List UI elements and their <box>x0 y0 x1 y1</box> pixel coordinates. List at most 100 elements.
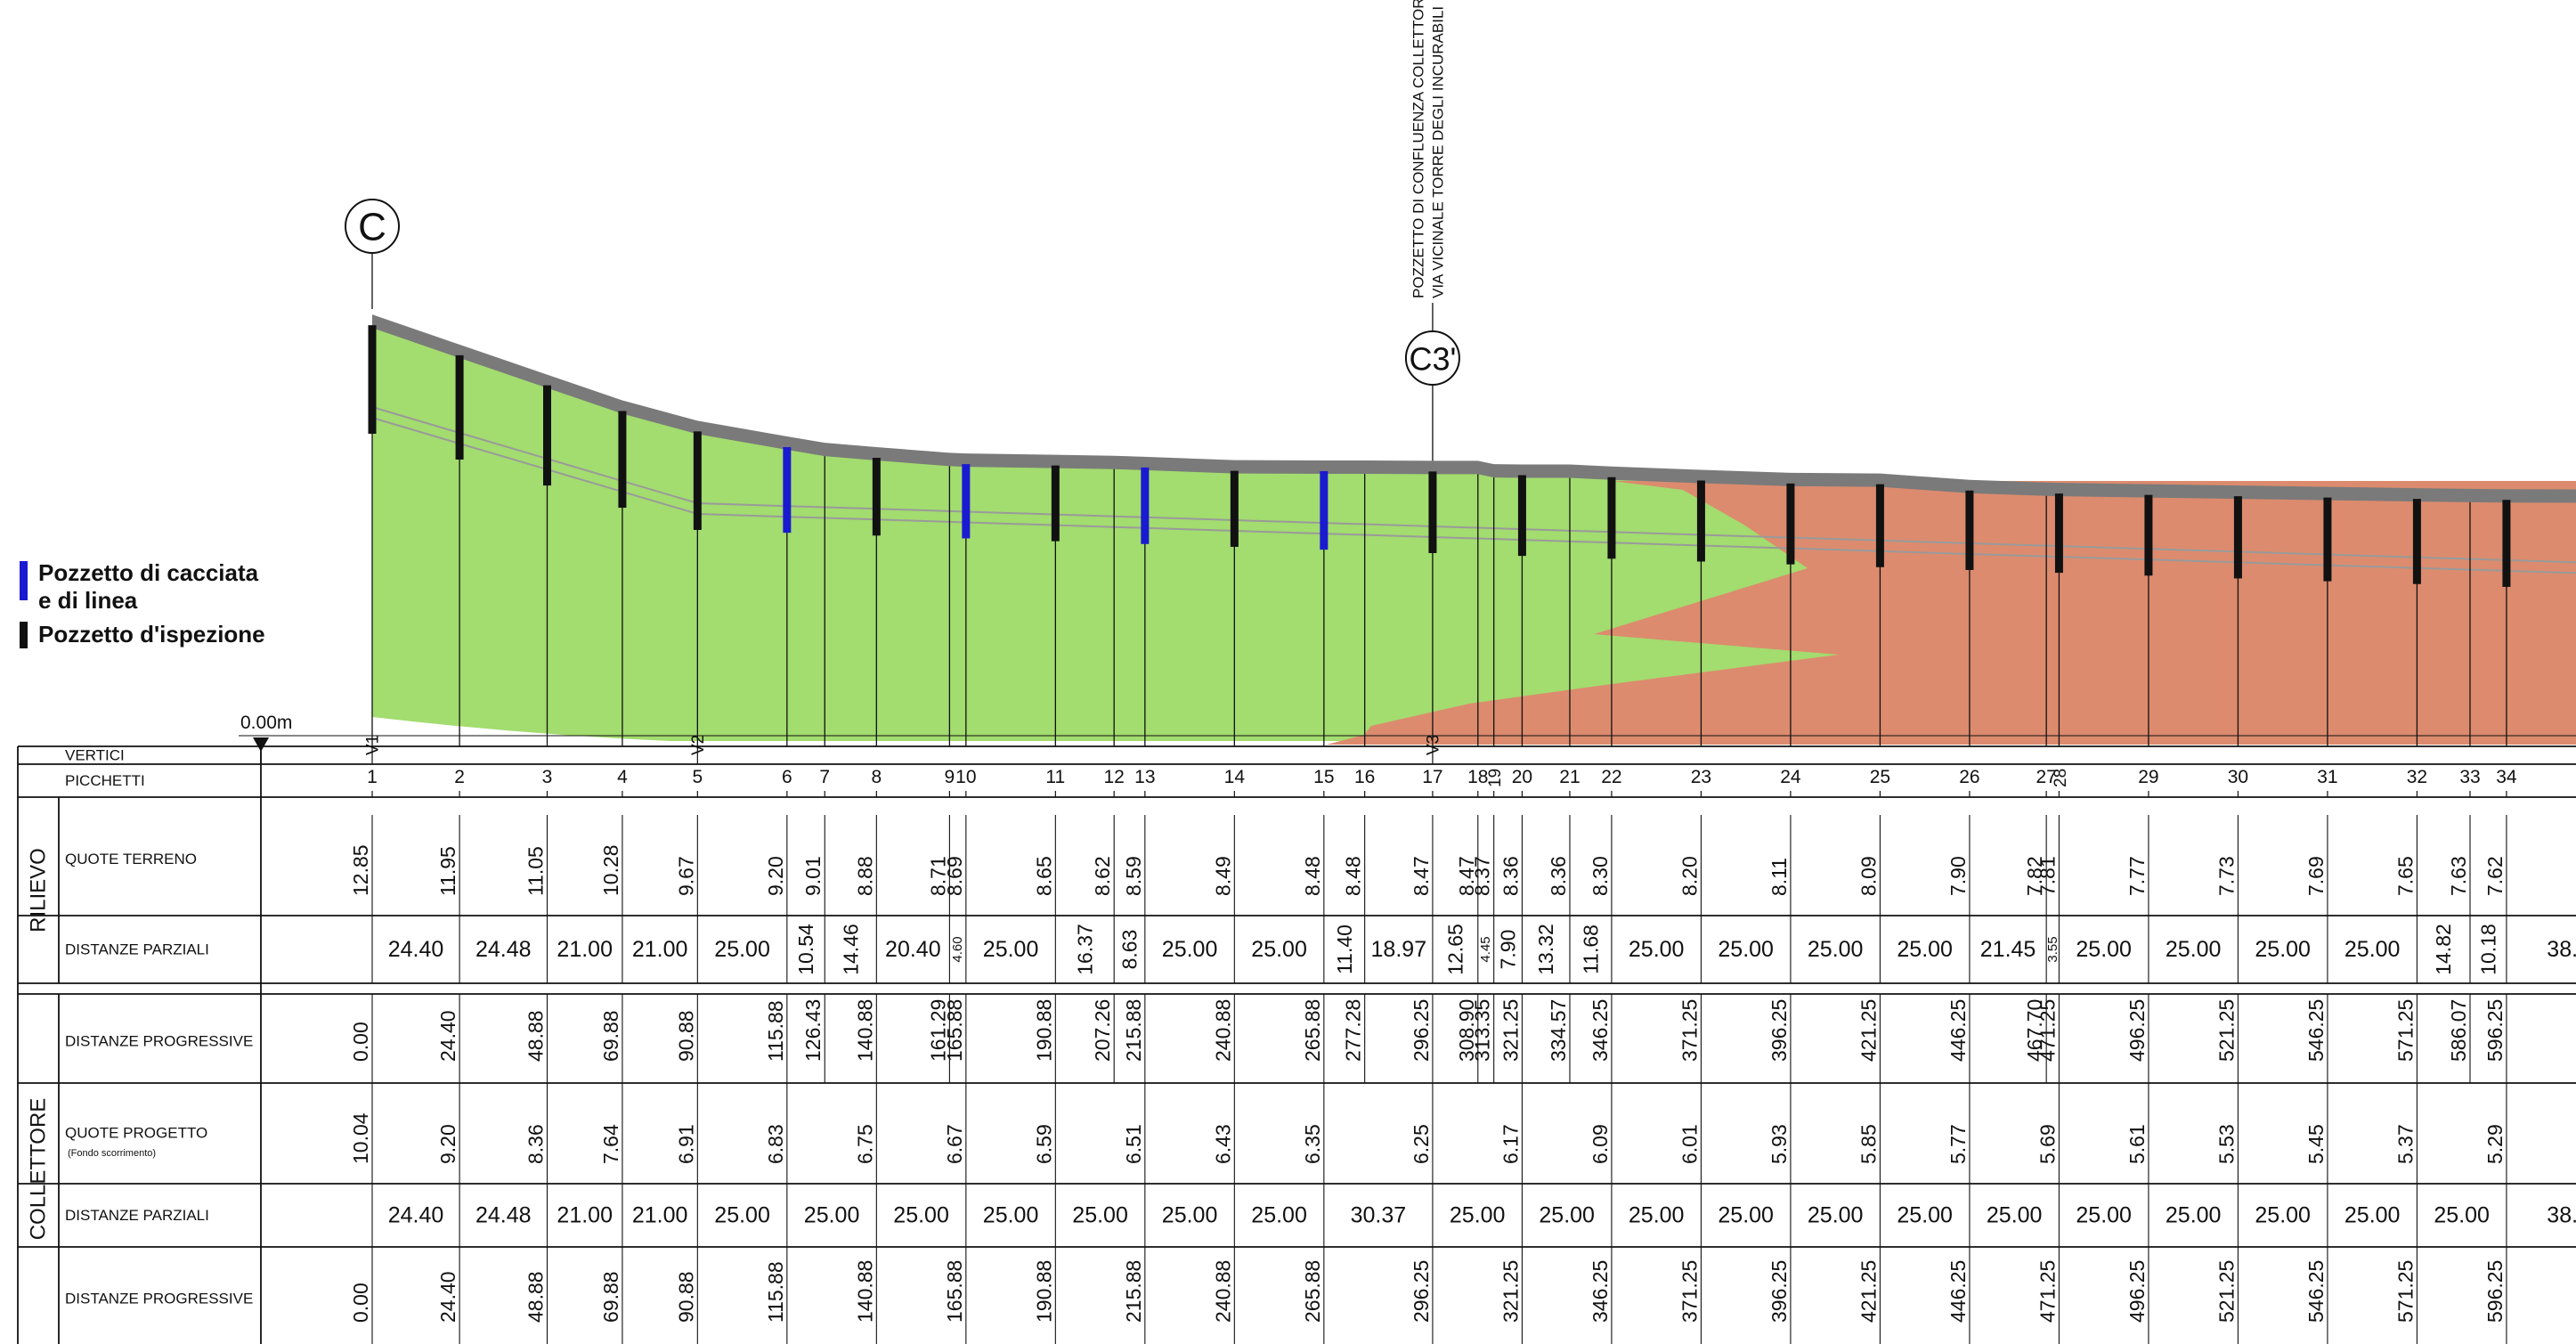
rilievo-progressive-value: 471.25 <box>2036 999 2059 1062</box>
rilievo-progressive-value: 207.26 <box>1091 999 1114 1062</box>
quota-progetto-value: 9.20 <box>436 1124 459 1164</box>
collettore-partial-value: 25.00 <box>1897 1203 1953 1228</box>
picchetto-label: 22 <box>1601 767 1621 787</box>
picchetto-label: 23 <box>1691 767 1711 787</box>
quota-terreno-value: 7.73 <box>2214 856 2238 896</box>
rilievo-partial-value: 11.40 <box>1333 925 1356 974</box>
quota-terreno-value: 8.47 <box>1455 856 1478 896</box>
quota-progetto-value: 6.91 <box>674 1124 697 1164</box>
collettore-progressive-value: 321.25 <box>1499 1260 1522 1323</box>
quota-progetto-value: 5.37 <box>2393 1124 2417 1164</box>
rilievo-partial-value: 3.55 <box>2045 936 2060 962</box>
quota-terreno-value: 8.47 <box>1410 856 1433 896</box>
picchetto-label: 28 <box>2052 769 2070 787</box>
collettore-progressive-value: 471.25 <box>2036 1260 2059 1323</box>
section-label-rilievo: RILIEVO <box>27 848 51 933</box>
picchetto-label: 2 <box>454 767 465 787</box>
picchetto-label: 20 <box>1512 767 1532 787</box>
rilievo-progressive-value: 321.25 <box>1499 999 1522 1062</box>
rilievo-partial-value: 25.00 <box>1162 937 1218 962</box>
quota-progetto-value: 6.51 <box>1122 1124 1145 1164</box>
picchetto-label: 11 <box>1045 767 1065 787</box>
collettore-partial-value: 25.00 <box>1072 1203 1128 1228</box>
quota-progetto-value: 5.29 <box>2483 1124 2507 1164</box>
quota-progetto-value: 6.09 <box>1589 1124 1612 1164</box>
datum-label: 0.00m <box>240 713 292 733</box>
rilievo-partial-value: 10.18 <box>2476 924 2499 975</box>
row-label-collettore-progressive: DISTANZE PROGRESSIVE <box>65 1291 253 1307</box>
manhole-ispezione <box>2502 500 2511 587</box>
picchetto-label: 5 <box>692 767 703 787</box>
picchetto-label: 30 <box>2228 767 2248 787</box>
collettore-partial-value: 25.00 <box>1987 1203 2043 1228</box>
rilievo-partial-value: 25.00 <box>1808 937 1864 962</box>
quota-progetto-value: 10.04 <box>349 1112 372 1164</box>
picchetto-label: 31 <box>2317 767 2337 787</box>
quota-progetto-value: 8.36 <box>524 1124 547 1164</box>
manhole-ispezione <box>1517 475 1526 557</box>
quota-terreno-value: 8.49 <box>1211 856 1234 896</box>
rilievo-progressive-value: 165.88 <box>943 999 966 1062</box>
collettore-progressive-value: 396.25 <box>1767 1260 1791 1323</box>
quota-progetto-value: 5.77 <box>1946 1124 1970 1164</box>
legend-label-ispezione: Pozzetto d'ispezione <box>38 621 265 648</box>
quota-progetto-value: 6.01 <box>1678 1124 1701 1164</box>
picchetto-label: 9 <box>945 767 955 787</box>
manhole-ispezione <box>1230 470 1239 547</box>
quota-terreno-value: 7.63 <box>2447 856 2470 896</box>
manhole-ispezione <box>2144 494 2153 576</box>
rilievo-partial-value: 25.00 <box>2166 937 2222 962</box>
quota-terreno-value: 9.67 <box>674 856 697 896</box>
rilievo-progressive-value: 308.90 <box>1455 999 1478 1062</box>
rilievo-partial-value: 24.40 <box>388 937 444 962</box>
manhole-cacciata <box>962 464 971 539</box>
quota-progetto-value: 5.61 <box>2125 1124 2149 1164</box>
collettore-progressive-value: 0.00 <box>349 1283 372 1323</box>
legend-swatch-ispezione <box>20 622 28 648</box>
picchetto-label: 12 <box>1104 767 1125 787</box>
marker-circle <box>345 199 400 254</box>
quota-progetto-value: 5.53 <box>2214 1124 2238 1164</box>
quota-terreno-value: 8.30 <box>1589 856 1612 896</box>
row-label-quote-progetto: QUOTE PROGETTO <box>65 1125 207 1142</box>
manhole-ispezione <box>693 431 702 531</box>
rilievo-partial-value: 25.00 <box>1718 937 1774 962</box>
quota-progetto-value: 5.85 <box>1857 1124 1880 1164</box>
quota-progetto-value: 5.93 <box>1767 1124 1791 1164</box>
collettore-partial-value: 25.00 <box>893 1203 949 1228</box>
collettore-partial-value: 25.00 <box>983 1203 1039 1228</box>
collettore-progressive-value: 265.88 <box>1301 1260 1324 1323</box>
quota-progetto-value: 6.83 <box>764 1124 787 1164</box>
collettore-progressive-value: 296.25 <box>1410 1260 1433 1323</box>
quota-progetto-value: 6.35 <box>1301 1124 1324 1164</box>
datum: 0.00m <box>239 713 2576 764</box>
collettore-progressive-value: 48.88 <box>524 1271 547 1323</box>
rilievo-progressive-value: 571.25 <box>2393 999 2417 1062</box>
rilievo-progressive-value: 521.25 <box>2214 999 2238 1062</box>
rilievo-progressive-value: 0.00 <box>349 1022 372 1062</box>
quota-terreno-value: 9.01 <box>801 856 825 896</box>
rilievo-partial-value: 11.68 <box>1579 925 1602 974</box>
marker-label: C3' <box>1409 341 1456 378</box>
legend-label-ispezione-line1: Pozzetto d'ispezione <box>38 621 265 648</box>
quota-terreno-value: 8.88 <box>853 856 876 896</box>
rilievo-progressive-value: 313.35 <box>1471 999 1494 1062</box>
rilievo-progressive-value: 240.88 <box>1211 999 1234 1062</box>
collettore-progressive-value: 115.88 <box>764 1261 787 1323</box>
annotation-line: VIA VICINALE TORRE DEGLI INCURABILI <box>1429 6 1446 298</box>
manhole-cacciata <box>783 447 792 534</box>
quota-progetto-value: 6.75 <box>853 1124 876 1164</box>
manhole-ispezione <box>2412 499 2421 584</box>
rilievo-progressive-value: 467.70 <box>2023 999 2046 1062</box>
row-label-collettore-parziali: DISTANZE PARZIALI <box>65 1207 209 1224</box>
rilievo-progressive-value: 346.25 <box>1589 999 1612 1062</box>
row-label-vertici: VERTICI <box>65 747 125 764</box>
manhole-ispezione <box>1696 480 1705 562</box>
rilievo-partial-value: 25.00 <box>1897 937 1953 962</box>
rilievo-partial-value: 38.13 <box>2547 937 2576 962</box>
terrain-base-band <box>372 717 784 745</box>
quota-progetto-value: 6.59 <box>1032 1124 1055 1164</box>
rilievo-partial-value: 18.97 <box>1371 937 1427 962</box>
markers: CC3'C1C1POZZETTO DI CONFLUENZA COLLETTOR… <box>345 0 1460 461</box>
manhole-ispezione <box>1786 483 1795 565</box>
